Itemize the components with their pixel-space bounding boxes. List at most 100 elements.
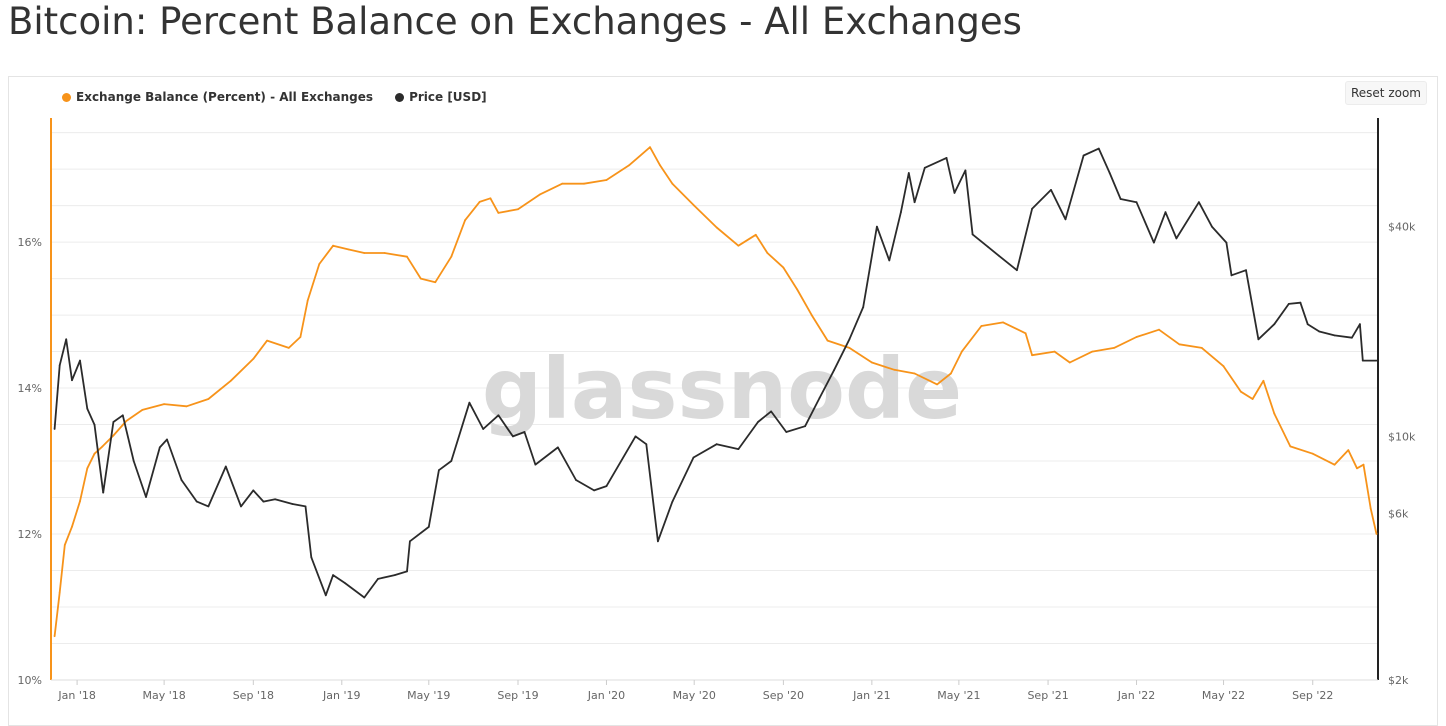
- y-right-tick-label: $40k: [1388, 221, 1416, 234]
- x-tick-label: Sep '19: [497, 689, 538, 702]
- data-point-exchange-balance: [1068, 361, 1071, 364]
- data-point-exchange-balance: [53, 635, 56, 638]
- data-point-price: [1318, 330, 1321, 333]
- data-point-price: [900, 211, 902, 214]
- data-point-price: [324, 594, 327, 597]
- y-right-tick-label: $6k: [1388, 508, 1409, 521]
- x-tick-label: Jan '18: [57, 689, 95, 702]
- data-point-exchange-balance: [1347, 449, 1350, 451]
- data-point-exchange-balance: [101, 445, 104, 448]
- data-point-exchange-balance: [419, 277, 422, 280]
- data-point-price: [1351, 336, 1353, 339]
- data-point-price: [692, 456, 695, 459]
- data-point-price: [310, 556, 313, 559]
- data-point-exchange-balance: [229, 379, 232, 382]
- data-point-price: [332, 574, 334, 576]
- data-point-exchange-balance: [826, 339, 829, 342]
- data-point-exchange-balance: [141, 409, 144, 411]
- x-tick-label: May '20: [673, 689, 716, 702]
- data-point-price: [93, 423, 96, 426]
- data-point-exchange-balance: [63, 544, 66, 546]
- legend-label-price: Price [USD]: [409, 90, 487, 104]
- data-point-price: [876, 225, 878, 228]
- data-point-exchange-balance: [1362, 463, 1365, 466]
- data-point-exchange-balance: [1222, 365, 1225, 368]
- data-point-price: [1225, 241, 1228, 244]
- data-point-price: [224, 465, 227, 468]
- data-point-price: [58, 364, 61, 367]
- data-point-exchange-balance: [347, 248, 350, 251]
- data-point-exchange-balance: [125, 420, 128, 422]
- data-point-exchange-balance: [871, 361, 873, 364]
- data-point-exchange-balance: [464, 219, 466, 222]
- data-point-exchange-balance: [450, 255, 453, 258]
- data-point-price: [953, 192, 956, 194]
- data-point-exchange-balance: [1158, 328, 1160, 331]
- data-point-price: [393, 574, 396, 576]
- data-point-price: [112, 421, 115, 423]
- legend-label-exchange-balance: Exchange Balance (Percent) - All Exchang…: [76, 90, 374, 104]
- data-point-price: [195, 500, 198, 503]
- data-point-exchange-balance: [960, 350, 963, 353]
- data-point-price: [166, 438, 168, 441]
- legend-item-price[interactable]: Price [USD]: [395, 90, 487, 104]
- data-point-exchange-balance: [754, 233, 757, 236]
- y-left-tick-label: 10%: [18, 674, 42, 687]
- data-point-price: [1257, 338, 1260, 341]
- data-point-price: [737, 448, 740, 450]
- data-point-price: [848, 338, 851, 341]
- data-point-exchange-balance: [1273, 412, 1276, 415]
- data-point-exchange-balance: [163, 403, 166, 405]
- data-point-price: [1211, 225, 1213, 228]
- data-point-price: [971, 233, 974, 236]
- data-point-exchange-balance: [659, 164, 661, 167]
- data-point-price: [818, 397, 821, 399]
- page-title: Bitcoin: Percent Balance on Exchanges - …: [8, 0, 1022, 43]
- legend-marker-price: [395, 92, 405, 102]
- data-point-price: [450, 460, 453, 462]
- data-point-exchange-balance: [478, 201, 481, 203]
- data-point-exchange-balance: [737, 244, 740, 247]
- data-point-exchange-balance: [332, 244, 334, 247]
- data-point-price: [1135, 201, 1138, 204]
- data-point-exchange-balance: [1053, 350, 1056, 353]
- data-point-price: [1175, 237, 1178, 240]
- data-point-price: [1119, 198, 1122, 200]
- legend-item-exchange-balance[interactable]: Exchange Balance (Percent) - All Exchang…: [62, 90, 373, 104]
- x-tick-label: Sep '21: [1027, 689, 1068, 702]
- data-point-price: [512, 435, 514, 438]
- data-point-price: [1153, 241, 1155, 244]
- data-point-price: [53, 428, 56, 430]
- data-point-exchange-balance: [782, 266, 785, 269]
- data-point-exchange-balance: [538, 193, 541, 196]
- data-point-exchange-balance: [517, 208, 519, 211]
- data-point-exchange-balance: [715, 226, 718, 229]
- data-point-exchange-balance: [1369, 507, 1372, 510]
- x-tick-label: Jan '21: [852, 689, 890, 702]
- data-point-exchange-balance: [86, 467, 89, 470]
- reset-zoom-button[interactable]: Reset zoom: [1345, 81, 1427, 105]
- x-tick-label: Sep '22: [1292, 689, 1333, 702]
- x-tick-label: May '22: [1202, 689, 1245, 702]
- data-point-exchange-balance: [980, 325, 983, 327]
- data-point-exchange-balance: [1002, 321, 1004, 324]
- data-point-price: [377, 578, 379, 580]
- data-point-price: [1031, 207, 1033, 210]
- data-point-price: [997, 254, 1000, 257]
- data-point-price: [1082, 154, 1085, 157]
- data-point-price: [427, 526, 430, 528]
- data-point-exchange-balance: [848, 347, 851, 349]
- data-point-exchange-balance: [605, 179, 608, 181]
- x-tick-label: May '21: [937, 689, 980, 702]
- data-point-price: [1230, 274, 1233, 277]
- data-point-price: [657, 540, 659, 543]
- data-point-exchange-balance: [363, 252, 366, 254]
- data-point-exchange-balance: [112, 434, 115, 437]
- data-point-exchange-balance: [406, 255, 408, 258]
- data-point-exchange-balance: [318, 263, 321, 265]
- data-point-exchange-balance: [58, 591, 61, 594]
- data-point-price: [86, 407, 89, 410]
- data-point-price: [102, 491, 105, 494]
- y-right-tick-label: $2k: [1388, 674, 1409, 687]
